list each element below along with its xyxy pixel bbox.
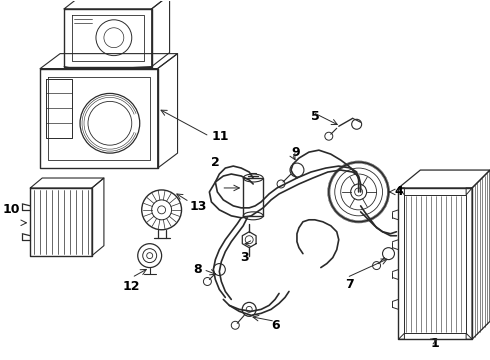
Text: 5: 5 [311,111,319,123]
Text: 9: 9 [291,146,299,159]
Text: 6: 6 [271,319,279,332]
Text: 11: 11 [211,130,229,143]
Text: 2: 2 [211,156,220,168]
Text: 3: 3 [241,251,249,264]
Text: 4: 4 [394,185,403,198]
Ellipse shape [243,174,263,182]
Text: 13: 13 [190,200,207,213]
Ellipse shape [243,212,263,220]
Text: 8: 8 [193,263,201,276]
Text: 10: 10 [3,203,20,216]
Text: 7: 7 [345,278,353,291]
Text: 1: 1 [430,337,439,350]
Text: 12: 12 [123,279,141,293]
